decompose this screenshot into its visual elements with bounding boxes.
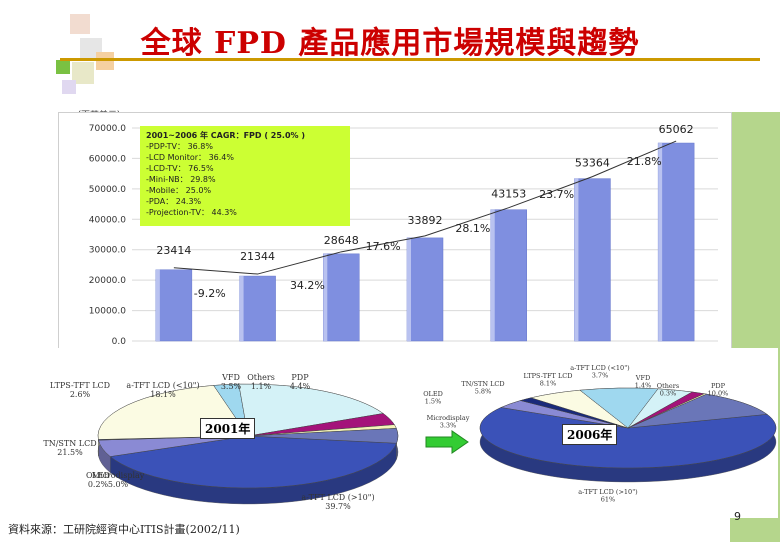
pie-value-label: 0.2% (88, 480, 109, 489)
bar-highlight (407, 238, 411, 341)
y-tick-label: 40000.0 (89, 215, 126, 225)
growth-label: 23.7% (539, 188, 574, 201)
bar-highlight (323, 254, 327, 341)
pie-label: PDP (291, 373, 309, 382)
y-tick-label: 60000.0 (89, 154, 126, 164)
growth-label: 17.6% (366, 240, 401, 253)
y-tick-label: 50000.0 (89, 185, 126, 195)
pie-label: VFD (221, 373, 240, 382)
pie-value-label: 5.8% (475, 388, 492, 396)
y-tick-label: 20000.0 (89, 276, 126, 286)
bar (156, 270, 192, 341)
pie-2001: a-TFT LCD (>10")39.7%Microdisplay5.0%OLE… (43, 373, 398, 511)
bar (323, 254, 359, 341)
pie-label: OLED (86, 471, 110, 480)
pie-value-label: 10.0% (708, 390, 729, 398)
pie-value-label: 0.3% (660, 390, 677, 398)
bar-highlight (574, 179, 578, 341)
bar (491, 210, 527, 341)
pie-value-label: 5.0% (108, 480, 129, 489)
growth-label: 28.1% (455, 222, 490, 235)
cagr-line: -Projection-TV： 44.3% (146, 207, 344, 218)
growth-label: 34.2% (290, 279, 325, 292)
bar-highlight (491, 210, 495, 341)
bar-value-label: 28648 (324, 234, 359, 247)
cagr-callout: 2001~2006 年 CAGR：FPD ( 25.0% ) -PDP-TV： … (140, 126, 350, 226)
source-note: 資料來源：工研院經資中心ITIS計畫(2002/11) (8, 521, 240, 537)
title-underline (60, 58, 760, 61)
y-tick-label: 30000.0 (89, 246, 126, 256)
pie-value-label: 1.1% (251, 382, 272, 391)
bar-value-label: 43153 (491, 188, 526, 201)
pie-label: a-TFT LCD (>10") (301, 493, 374, 502)
page-number: 9 (734, 510, 741, 523)
bar (574, 179, 610, 341)
growth-label: -9.2% (194, 287, 226, 300)
pie-2001-year-label: 2001年 (200, 418, 255, 439)
pie-value-label: 2.6% (70, 390, 91, 399)
y-tick-label: 10000.0 (89, 307, 126, 317)
pie-value-label: 3.7% (592, 372, 609, 380)
pie-value-label: 61% (601, 496, 615, 504)
pie-value-label: 3.5% (221, 382, 242, 391)
y-tick-label: 0.0 (112, 337, 127, 347)
bar-value-label: 23414 (156, 244, 191, 257)
bar-highlight (156, 270, 160, 341)
cagr-line: 2001~2006 年 CAGR：FPD ( 25.0% ) (146, 130, 344, 141)
pie-label: Others (247, 373, 275, 382)
pie-value-label: 1.4% (635, 382, 652, 390)
pie-value-label: 1.5% (425, 398, 442, 406)
pie-value-label: 8.1% (540, 380, 557, 388)
bar-highlight (658, 143, 662, 341)
bar-value-label: 21344 (240, 250, 275, 263)
bar (240, 276, 276, 341)
bar-value-label: 65062 (659, 123, 694, 136)
y-tick-label: 70000.0 (89, 124, 126, 134)
cagr-line: -PDA： 24.3% (146, 196, 344, 207)
pie-value-label: 39.7% (325, 502, 351, 511)
bar (407, 238, 443, 341)
pie-value-label: 4.4% (290, 382, 311, 391)
bar-value-label: 33892 (408, 214, 443, 227)
cagr-line: -PDP-TV： 36.8% (146, 141, 344, 152)
cagr-line: -Mini-NB： 29.8% (146, 174, 344, 185)
growth-label: 21.8% (627, 155, 662, 168)
pie-2006-year-label: 2006年 (562, 424, 617, 445)
pie-label: LTPS-TFT LCD (50, 381, 110, 390)
cagr-line: -LCD-TV： 76.5% (146, 163, 344, 174)
pie-label: a-TFT LCD (<10") (126, 381, 199, 390)
pie-value-label: 18.1% (150, 390, 176, 399)
pie-value-label: 21.5% (57, 448, 83, 457)
cagr-line: -LCD Monitor： 36.4% (146, 152, 344, 163)
pie-charts: a-TFT LCD (>10")39.7%Microdisplay5.0%OLE… (38, 348, 778, 518)
bar-highlight (240, 276, 244, 341)
arrow-icon (424, 430, 470, 454)
pie-value-label: 3.3% (440, 422, 457, 430)
bar-value-label: 53364 (575, 157, 610, 170)
cagr-line: -Mobile： 25.0% (146, 185, 344, 196)
page-title: 全球 FPD 產品應用市場規模與趨勢 (0, 18, 780, 62)
bar (658, 143, 694, 341)
pie-label: TN/STN LCD (43, 439, 96, 448)
